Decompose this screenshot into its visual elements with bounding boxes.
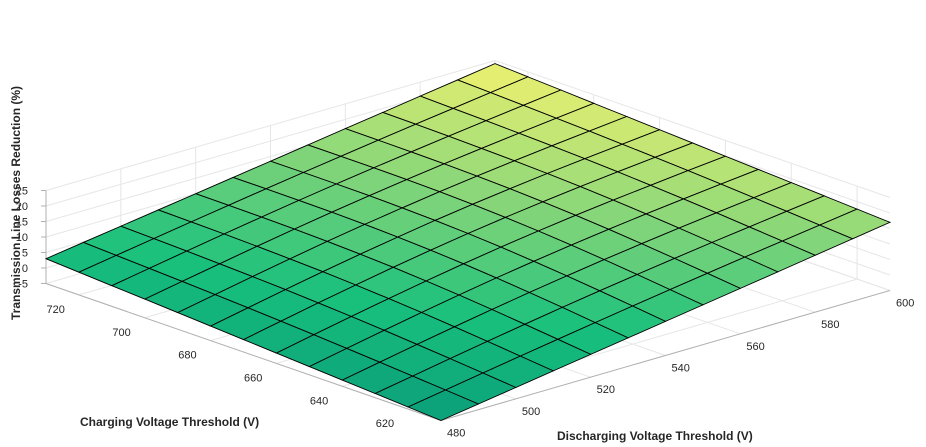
z-tick-label: -5 [18,279,28,291]
axis-line [440,290,891,421]
x-tick-label: 600 [896,298,914,310]
y-tick-label: 620 [376,418,394,430]
x-tick-label: 520 [597,384,615,396]
x-tick-label: 580 [821,319,839,331]
y-tick-label: 640 [310,395,328,407]
x-tick-label: 500 [522,406,540,418]
axis-line [45,283,442,421]
z-tick-label: 25 [16,186,28,198]
x-axis-label: Discharging Voltage Threshold (V) [557,429,753,443]
z-tick-label: 0 [22,263,28,275]
y-tick-label: 720 [47,304,65,316]
x-tick-label: 560 [746,341,764,353]
surface-cell [406,389,480,421]
tick-layer: -5 0 5 10 15 20 25 620 640 660 680 700 720 480 500 520 5… [16,186,915,440]
y-tick-label: 700 [112,327,130,339]
z-axis-label: Transmission Line Losses Reduction (%) [9,86,23,320]
z-tick-label: 5 [22,248,28,260]
x-tick-label: 480 [447,428,465,440]
z-tick-label: 10 [16,232,28,244]
z-tick-label: 15 [16,217,28,229]
y-axis-label: Charging Voltage Threshold (V) [80,415,259,429]
y-tick-label: 680 [178,350,196,362]
y-tick-label: 660 [244,372,262,384]
surface-layer [44,63,892,421]
gridline [45,59,891,198]
x-tick-label: 540 [672,363,690,375]
z-tick-label: 20 [16,201,28,213]
